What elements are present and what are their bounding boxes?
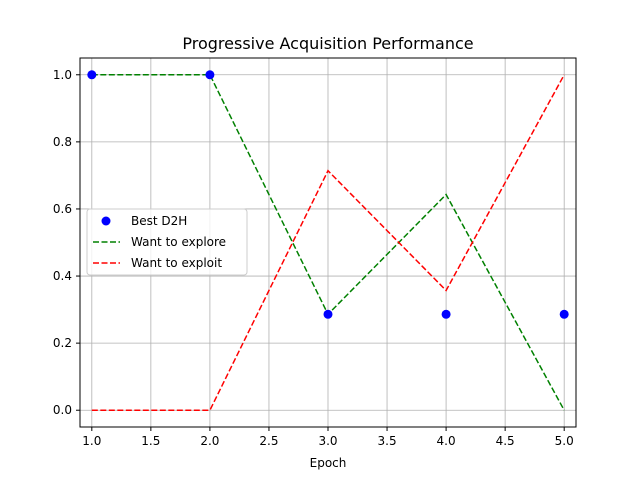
scatter-point-0 (441, 309, 451, 319)
x-tick-label: 5.0 (555, 434, 574, 448)
legend-marker-best-d2h (101, 216, 111, 226)
y-tick-label: 0.6 (53, 202, 72, 216)
axis-ticks: 1.0 1.5 2.0 2.5 3.0 3.5 4.0 4.5 5.0 0.0 0.2 0.4 0.6 0… (53, 68, 574, 448)
legend-label-best-d2h: Best D2H (131, 214, 187, 228)
x-axis-label: Epoch (310, 456, 347, 470)
y-tick-label: 0.0 (53, 403, 72, 417)
x-tick-label: 3.5 (378, 434, 397, 448)
y-tick-label: 0.4 (53, 269, 72, 283)
x-tick-label: 2.5 (259, 434, 278, 448)
scatter-point-0 (323, 309, 333, 319)
legend-label-want-to-explore: Want to explore (131, 235, 226, 249)
x-tick-label: 3.0 (318, 434, 337, 448)
x-tick-label: 4.5 (496, 434, 515, 448)
y-tick-label: 0.8 (53, 135, 72, 149)
grid (80, 58, 576, 427)
chart-title: Progressive Acquisition Performance (182, 34, 473, 53)
x-tick-label: 1.0 (82, 434, 101, 448)
series-line-2 (91, 74, 565, 411)
x-tick-label: 4.0 (437, 434, 456, 448)
legend-box (86, 208, 248, 276)
x-tick-label: 1.5 (141, 434, 160, 448)
scatter-point-0 (205, 70, 215, 80)
scatter-point-0 (559, 309, 569, 319)
y-tick-label: 0.2 (53, 336, 72, 350)
scatter-point-0 (87, 70, 97, 80)
y-tick-label: 1.0 (53, 68, 72, 82)
legend: Best D2H Want to explore Want to exploit (86, 208, 248, 276)
legend-label-want-to-exploit: Want to exploit (131, 256, 222, 270)
series-layer (87, 70, 569, 411)
x-tick-label: 2.0 (200, 434, 219, 448)
